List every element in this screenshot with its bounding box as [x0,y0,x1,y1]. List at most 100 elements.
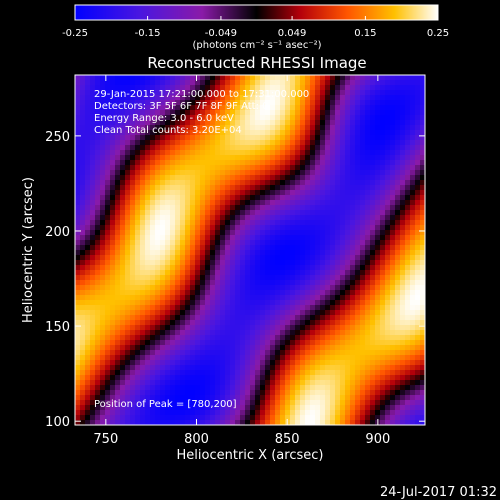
heatmap-cell [410,190,416,196]
heatmap-cell [195,375,201,381]
heatmap-cell [120,410,126,416]
heatmap-cell [280,350,286,356]
heatmap-cell [145,115,151,121]
heatmap-cell [400,365,406,371]
heatmap-cell [195,275,201,281]
heatmap-cell [145,375,151,381]
heatmap-cell [330,380,336,386]
heatmap-cell [185,305,191,311]
heatmap-cell [275,185,281,191]
heatmap-cell [255,80,261,86]
heatmap-cell [320,190,326,196]
heatmap-cell [360,315,366,321]
heatmap-cell [110,345,116,351]
heatmap-cell [235,395,241,401]
heatmap-cell [380,255,386,261]
heatmap-cell [205,365,211,371]
heatmap-cell [290,165,296,171]
heatmap-cell [390,220,396,226]
heatmap-cell [295,230,301,236]
heatmap-cell [410,370,416,376]
heatmap-cell [415,290,421,296]
heatmap-cell [325,280,331,286]
heatmap-cell [405,305,411,311]
heatmap-cell [185,225,191,231]
heatmap-cell [340,280,346,286]
heatmap-cell [125,330,131,336]
heatmap-cell [335,90,341,96]
heatmap-cell [395,180,401,186]
heatmap-cell [95,360,101,366]
heatmap-cell [190,265,196,271]
heatmap-cell [365,175,371,181]
heatmap-cell [360,380,366,386]
heatmap-cell [215,120,221,126]
heatmap-cell [190,145,196,151]
heatmap-cell [75,220,81,226]
heatmap-cell [235,385,241,391]
heatmap-cell [345,210,351,216]
heatmap-cell [135,250,141,256]
heatmap-cell [130,100,136,106]
heatmap-cell [240,420,246,426]
heatmap-cell [305,340,311,346]
heatmap-cell [215,350,221,356]
heatmap-cell [200,305,206,311]
heatmap-cell [345,225,351,231]
heatmap-cell [195,355,201,361]
heatmap-cell [140,200,146,206]
heatmap-cell [120,255,126,261]
heatmap-cell [300,200,306,206]
heatmap-cell [385,100,391,106]
heatmap-cell [400,415,406,421]
heatmap-cell [245,405,251,411]
heatmap-cell [185,245,191,251]
heatmap-cell [260,390,266,396]
heatmap-cell [305,105,311,111]
heatmap-cell [105,130,111,136]
heatmap-cell [90,250,96,256]
heatmap-cell [420,345,426,351]
heatmap-cell [100,405,106,411]
heatmap-cell [135,400,141,406]
heatmap-cell [350,145,356,151]
heatmap-cell [165,125,171,131]
heatmap-cell [250,225,256,231]
heatmap-cell [120,160,126,166]
heatmap-cell [335,195,341,201]
heatmap-cell [235,350,241,356]
heatmap-cell [330,145,336,151]
heatmap-cell [235,100,241,106]
heatmap-cell [255,230,261,236]
heatmap-cell [155,95,161,101]
heatmap-cell [385,215,391,221]
heatmap-cell [185,115,191,121]
heatmap-cell [185,230,191,236]
heatmap-cell [390,95,396,101]
heatmap-cell [335,325,341,331]
heatmap-cell [225,190,231,196]
heatmap-cell [85,210,91,216]
heatmap-cell [140,90,146,96]
heatmap-cell [210,285,216,291]
heatmap-cell [370,240,376,246]
heatmap-cell [115,320,121,326]
heatmap-cell [285,410,291,416]
heatmap-cell [90,345,96,351]
heatmap-cell [140,115,146,121]
heatmap-cell [310,405,316,411]
heatmap-cell [370,260,376,266]
heatmap-cell [335,200,341,206]
heatmap-cell [375,280,381,286]
heatmap-cell [105,245,111,251]
heatmap-cell [175,305,181,311]
heatmap-cell [300,405,306,411]
heatmap-cell [245,410,251,416]
heatmap-cell [285,295,291,301]
heatmap-cell [125,145,131,151]
heatmap-cell [420,365,426,371]
heatmap-cell [315,360,321,366]
heatmap-cell [255,315,261,321]
heatmap-cell [220,200,226,206]
heatmap-cell [185,135,191,141]
